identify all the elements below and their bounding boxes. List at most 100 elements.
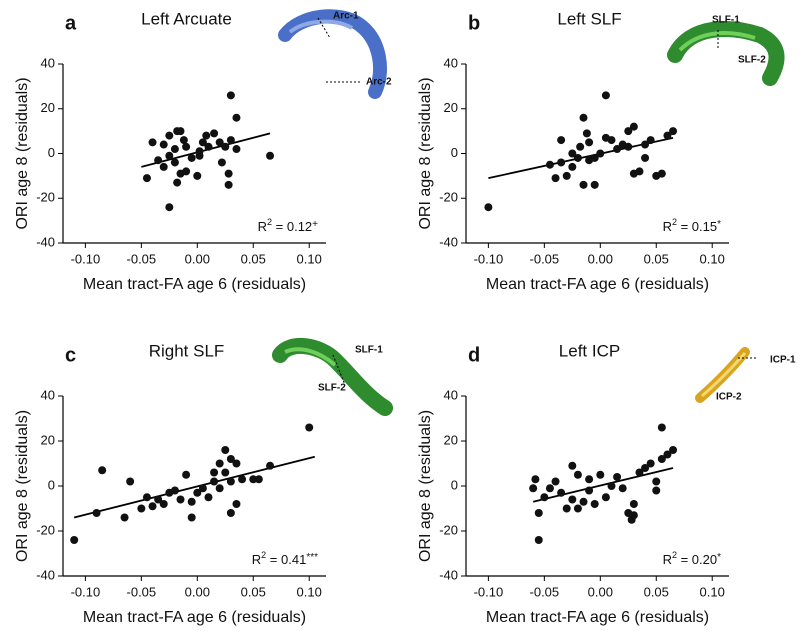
point xyxy=(579,497,588,506)
point xyxy=(540,493,549,502)
point xyxy=(165,203,174,212)
point xyxy=(232,500,241,508)
point xyxy=(193,171,202,180)
point xyxy=(624,142,633,151)
point xyxy=(545,484,554,493)
point xyxy=(624,127,633,136)
point xyxy=(641,140,650,149)
y-tick-label: -40 xyxy=(36,234,55,249)
point xyxy=(179,136,188,145)
point xyxy=(613,473,622,481)
point xyxy=(266,461,275,470)
y-tick-label: -20 xyxy=(439,522,458,537)
point xyxy=(215,459,224,468)
point xyxy=(579,180,588,189)
point xyxy=(596,149,605,158)
x-tick-label: 0.05 xyxy=(241,251,266,266)
point xyxy=(629,511,638,520)
point xyxy=(590,153,599,162)
point xyxy=(590,500,599,508)
r-squared: R2 = 0.41*** xyxy=(252,550,318,567)
point xyxy=(557,136,566,145)
point xyxy=(70,536,79,544)
r-squared-value: = 0.41 xyxy=(266,552,306,567)
y-tick-label: -20 xyxy=(439,190,458,205)
point xyxy=(215,484,224,493)
point xyxy=(232,145,241,154)
x-tick-label: 0.05 xyxy=(644,584,669,599)
x-axis-label: Mean tract-FA age 6 (residuals) xyxy=(83,609,306,626)
point xyxy=(120,513,129,522)
point xyxy=(165,151,174,160)
panel-letter: a xyxy=(65,12,77,34)
x-tick-label: -0.05 xyxy=(127,584,157,599)
point xyxy=(187,153,196,162)
point xyxy=(590,180,599,189)
point xyxy=(198,138,207,147)
x-tick-label: -0.05 xyxy=(530,584,560,599)
point xyxy=(232,459,241,468)
point xyxy=(663,450,672,459)
point xyxy=(557,488,566,497)
point xyxy=(182,470,191,479)
point xyxy=(585,475,594,484)
significance: *** xyxy=(306,552,318,563)
inset-label: SLF-2 xyxy=(318,383,346,394)
inset-label: SLF-1 xyxy=(712,15,740,26)
point xyxy=(204,493,213,502)
trend-line xyxy=(73,455,316,519)
trend-line xyxy=(141,132,271,168)
point xyxy=(629,500,638,508)
x-tick-label: 0.00 xyxy=(185,251,210,266)
point xyxy=(249,475,258,484)
r-squared-base: R xyxy=(258,219,267,234)
point xyxy=(652,486,661,495)
point xyxy=(582,129,591,138)
r-squared: R2 = 0.20* xyxy=(663,550,722,567)
point xyxy=(154,156,163,165)
panel-title: Left SLF xyxy=(557,9,621,28)
inset-label: Arc-2 xyxy=(366,77,392,88)
point xyxy=(232,113,241,122)
point xyxy=(585,138,594,147)
y-axis-label: ORI age 8 (residuals) xyxy=(417,77,434,229)
point xyxy=(551,477,560,486)
point xyxy=(607,482,616,490)
point xyxy=(529,484,538,493)
point xyxy=(210,468,219,477)
x-tick-label: 0.10 xyxy=(700,584,725,599)
y-tick-label: 0 xyxy=(48,477,55,492)
point xyxy=(224,180,233,189)
r-squared-base: R xyxy=(252,552,261,567)
point xyxy=(159,162,168,171)
trend-line xyxy=(532,467,674,503)
x-tick-label: -0.10 xyxy=(474,251,504,266)
point xyxy=(165,131,174,140)
panel-letter: b xyxy=(468,12,480,34)
x-tick-label: 0.00 xyxy=(588,584,613,599)
point xyxy=(601,91,610,100)
x-tick-label: 0.05 xyxy=(644,251,669,266)
x-axis-label: Mean tract-FA age 6 (residuals) xyxy=(83,276,306,293)
point xyxy=(646,459,655,468)
point xyxy=(657,455,666,463)
point xyxy=(221,142,230,151)
point xyxy=(148,502,157,511)
y-axis-label: ORI age 8 (residuals) xyxy=(14,410,31,562)
point xyxy=(573,470,582,479)
y-tick-label: 20 xyxy=(444,100,458,115)
point xyxy=(576,142,585,151)
point xyxy=(217,158,226,167)
y-tick-label: 40 xyxy=(444,55,458,70)
r-squared-exp: 2 xyxy=(672,550,677,560)
point xyxy=(226,136,235,145)
point xyxy=(202,131,211,140)
point xyxy=(215,138,224,147)
point xyxy=(182,142,191,151)
x-axis-label: Mean tract-FA age 6 (residuals) xyxy=(486,609,709,626)
point xyxy=(173,127,182,136)
point xyxy=(568,495,577,504)
y-tick-label: -40 xyxy=(439,567,458,582)
point xyxy=(641,153,650,162)
r-squared-exp: 2 xyxy=(261,550,266,560)
